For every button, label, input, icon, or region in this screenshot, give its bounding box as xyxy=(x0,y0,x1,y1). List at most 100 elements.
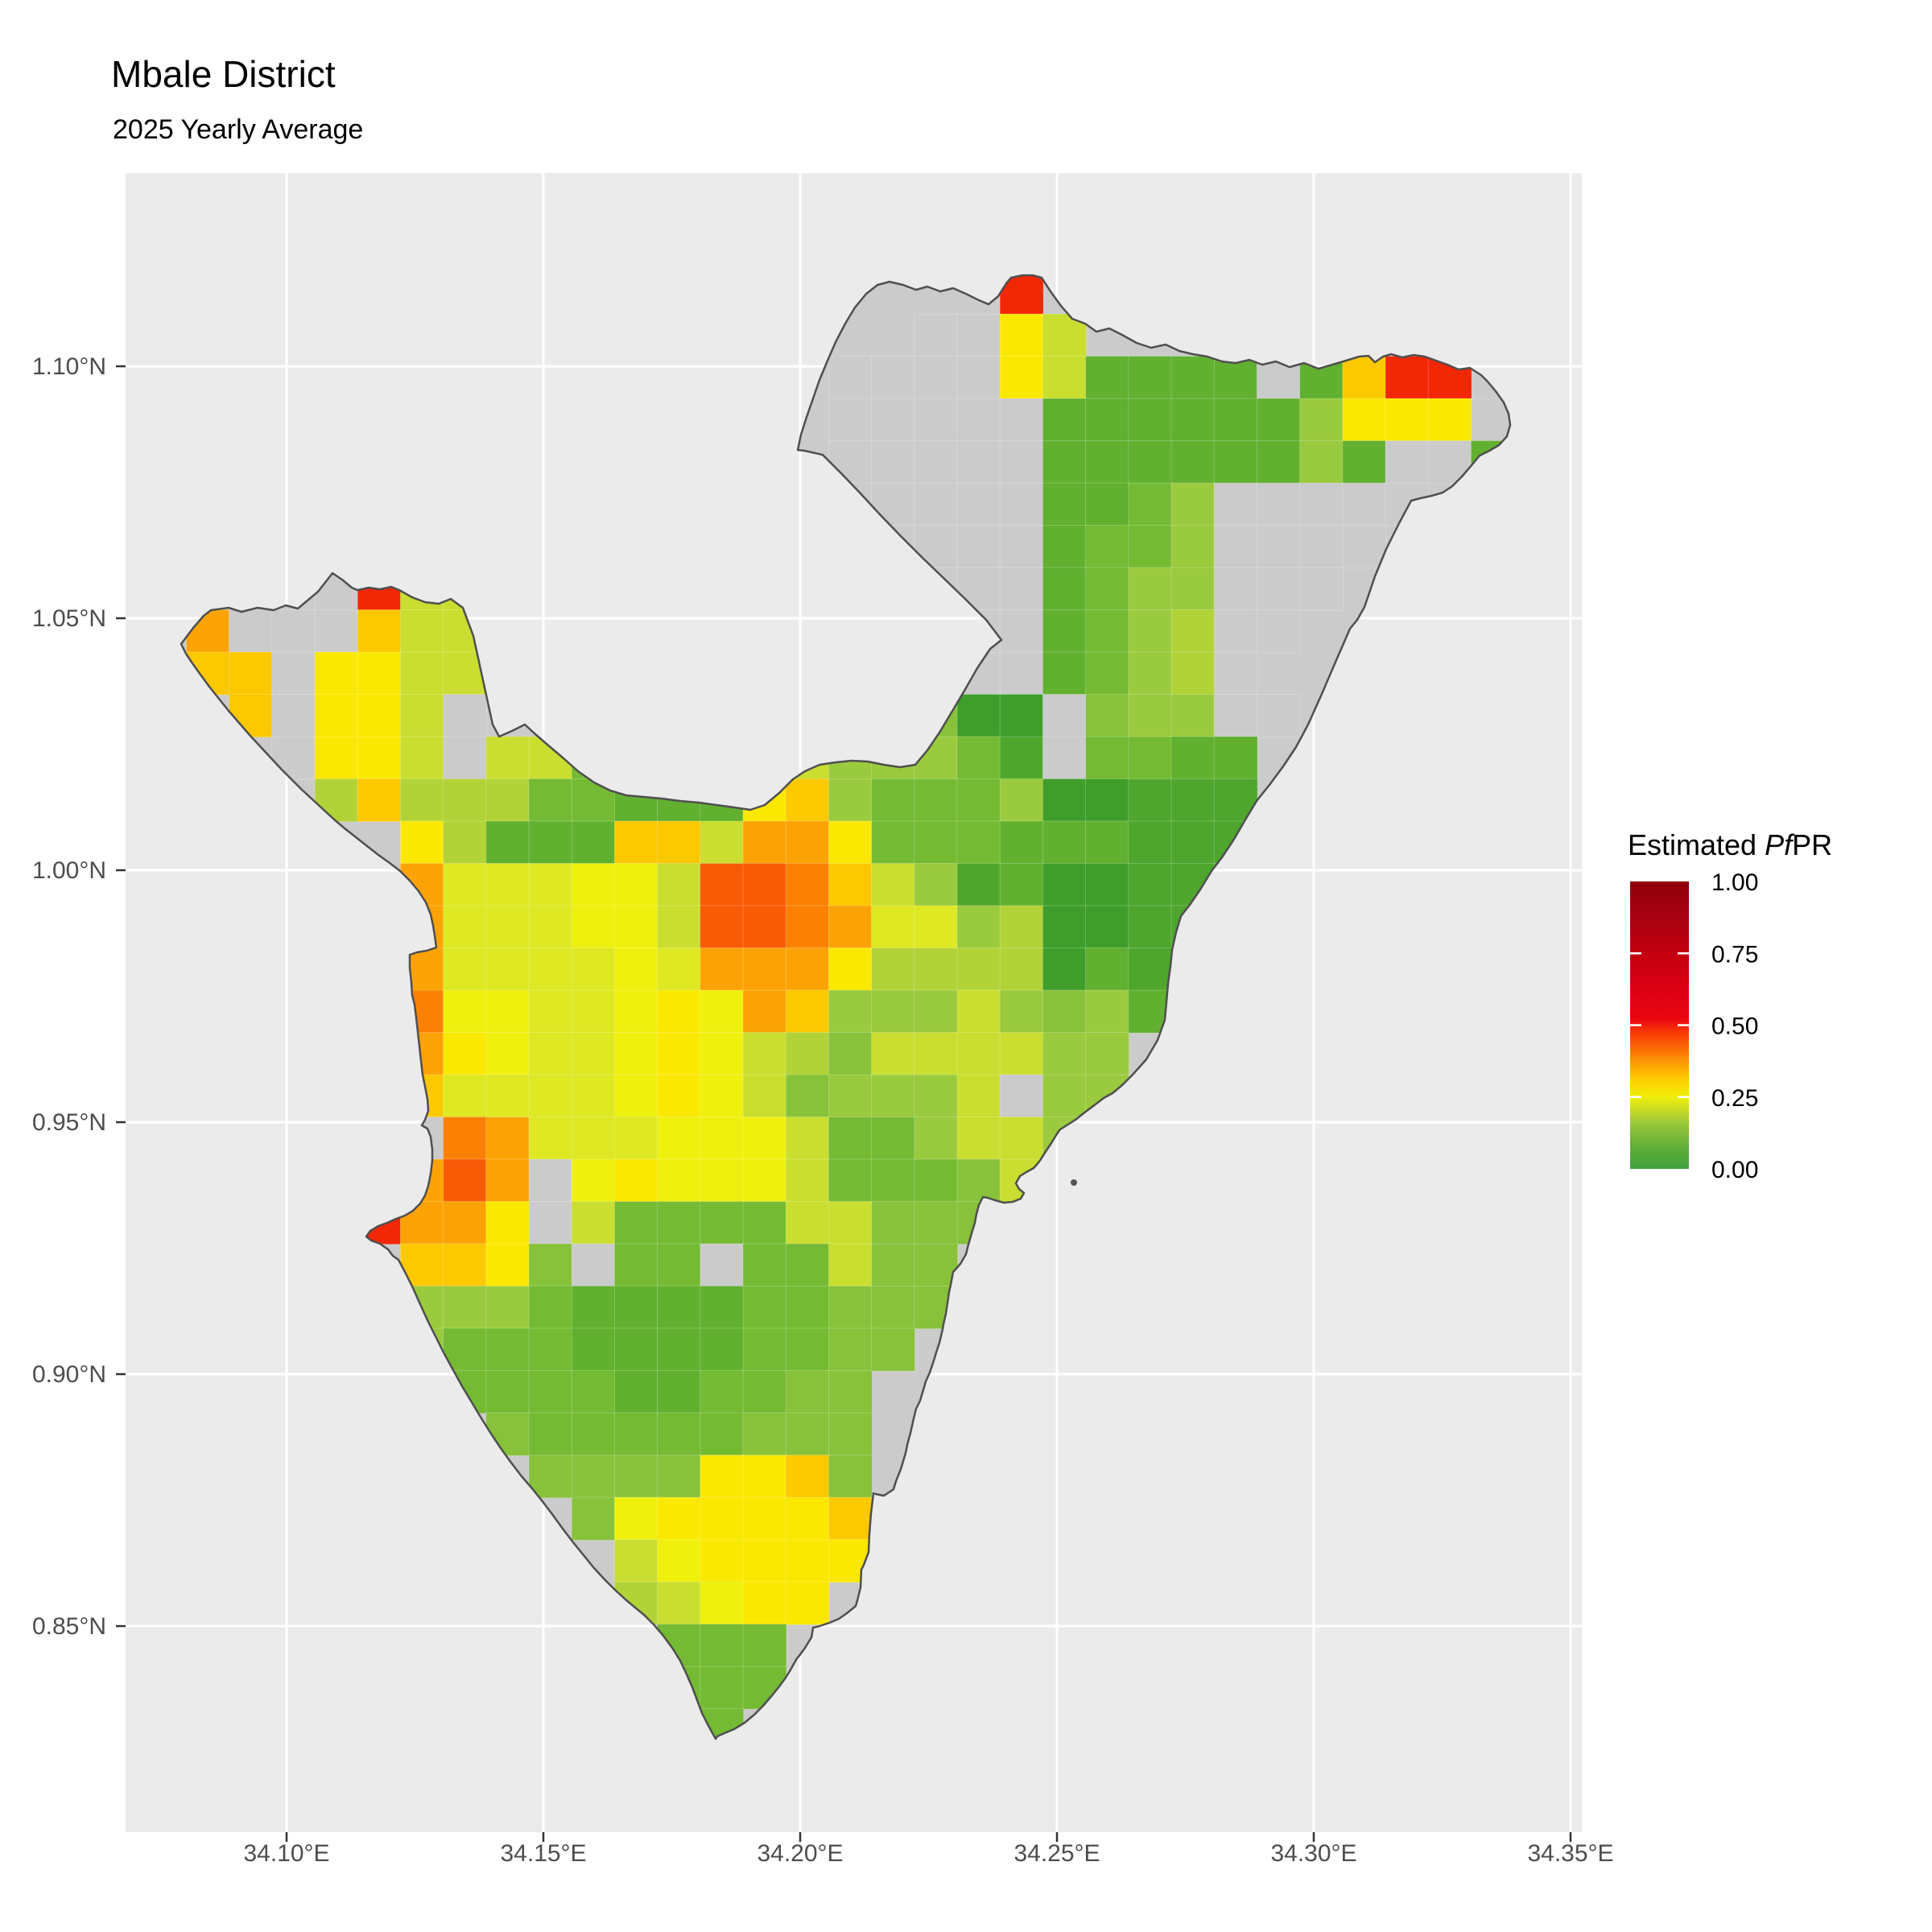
raster-cell xyxy=(871,989,915,1034)
raster-cell xyxy=(443,694,487,738)
raster-cell xyxy=(485,905,530,949)
raster-cell xyxy=(785,1117,830,1161)
raster-cell xyxy=(956,525,1001,569)
raster-cell xyxy=(956,820,1001,865)
raster-cell xyxy=(1042,1074,1087,1118)
raster-cell xyxy=(443,736,487,780)
raster-cell xyxy=(1085,651,1129,696)
raster-cell xyxy=(657,1370,701,1414)
raster-cell xyxy=(614,1032,658,1076)
raster-cell xyxy=(999,525,1044,569)
raster-cell xyxy=(657,905,701,949)
raster-cell xyxy=(357,609,402,654)
raster-cell xyxy=(1342,482,1387,526)
raster-cell xyxy=(314,736,359,780)
raster-cell xyxy=(999,356,1044,400)
raster-cell xyxy=(785,1158,830,1203)
raster-cell xyxy=(999,736,1044,780)
raster-cell xyxy=(828,989,873,1034)
raster-cell xyxy=(742,863,787,907)
raster-cell xyxy=(657,947,701,992)
raster-cell xyxy=(700,1327,745,1372)
raster-cell xyxy=(485,1117,530,1161)
raster-cell xyxy=(1085,947,1129,992)
raster-cell xyxy=(1213,567,1258,611)
raster-cell xyxy=(871,1201,915,1245)
raster-cell xyxy=(999,905,1044,949)
raster-cell xyxy=(443,989,487,1034)
raster-cell xyxy=(871,820,915,865)
y-axis-tick-label: 1.05°N xyxy=(32,605,106,632)
raster-cell xyxy=(657,1496,701,1541)
y-axis-tick-label: 0.90°N xyxy=(32,1361,106,1388)
raster-cell xyxy=(956,694,1001,738)
raster-cell xyxy=(785,905,830,949)
raster-cell xyxy=(914,989,959,1034)
raster-cell xyxy=(485,1286,530,1330)
raster-cell xyxy=(828,1496,873,1541)
raster-cell xyxy=(1042,482,1087,526)
raster-cell xyxy=(614,1286,658,1330)
raster-cell xyxy=(742,1201,787,1245)
raster-cell xyxy=(571,1286,616,1330)
chart-title: Mbale District xyxy=(111,53,336,95)
raster-cell xyxy=(914,1201,959,1245)
raster-cell xyxy=(657,1581,701,1625)
raster-cell xyxy=(485,1327,530,1372)
raster-cell xyxy=(700,1158,745,1203)
raster-cell xyxy=(914,778,959,823)
raster-cell xyxy=(1042,398,1087,442)
raster-cell xyxy=(1299,567,1344,611)
raster-cell xyxy=(657,1243,701,1287)
raster-cell xyxy=(1170,609,1216,654)
raster-cell xyxy=(1128,694,1173,738)
legend-title: Estimated PfPR xyxy=(1628,828,1832,861)
raster-cell xyxy=(999,820,1044,865)
raster-cell xyxy=(357,651,402,696)
raster-cells xyxy=(181,275,1510,1739)
raster-cell xyxy=(828,1327,873,1372)
raster-cell xyxy=(700,1496,745,1541)
raster-cell xyxy=(1170,398,1216,442)
raster-cell xyxy=(956,398,1001,442)
raster-cell xyxy=(485,1201,530,1245)
raster-cell xyxy=(956,1158,1001,1203)
raster-cell xyxy=(914,905,959,949)
raster-cell xyxy=(700,989,745,1034)
raster-cell xyxy=(785,1581,830,1625)
raster-cell xyxy=(1342,356,1387,400)
raster-cell xyxy=(871,356,915,400)
raster-cell xyxy=(1170,356,1216,400)
raster-cell xyxy=(956,863,1001,907)
district-boundary xyxy=(180,274,1512,1740)
raster-cell xyxy=(956,989,1001,1034)
raster-cell xyxy=(1299,525,1344,569)
raster-cell xyxy=(700,1243,745,1287)
raster-cell xyxy=(742,1539,787,1583)
raster-cell xyxy=(571,1243,616,1287)
raster-cell xyxy=(785,1370,830,1414)
raster-cell xyxy=(571,863,616,907)
raster-cell xyxy=(614,1201,658,1245)
raster-cell xyxy=(399,820,444,865)
raster-cell xyxy=(528,778,573,823)
raster-cell xyxy=(700,863,745,907)
raster-cell xyxy=(528,1032,573,1076)
raster-cell xyxy=(999,863,1044,907)
raster-cell xyxy=(999,440,1044,485)
raster-cell xyxy=(1170,820,1216,865)
raster-cell xyxy=(1128,356,1173,400)
raster-cell xyxy=(657,863,701,907)
boundary-speck xyxy=(1071,1179,1077,1186)
raster-cell xyxy=(828,1243,873,1287)
raster-cell xyxy=(871,905,915,949)
raster-cell xyxy=(1128,398,1173,442)
raster-cell xyxy=(443,1117,487,1161)
raster-cell xyxy=(1213,609,1258,654)
raster-cell xyxy=(999,567,1044,611)
raster-cell xyxy=(785,778,830,823)
raster-cell xyxy=(314,651,359,696)
raster-cell xyxy=(785,989,830,1034)
raster-cell xyxy=(914,356,959,400)
raster-cell xyxy=(914,440,959,485)
